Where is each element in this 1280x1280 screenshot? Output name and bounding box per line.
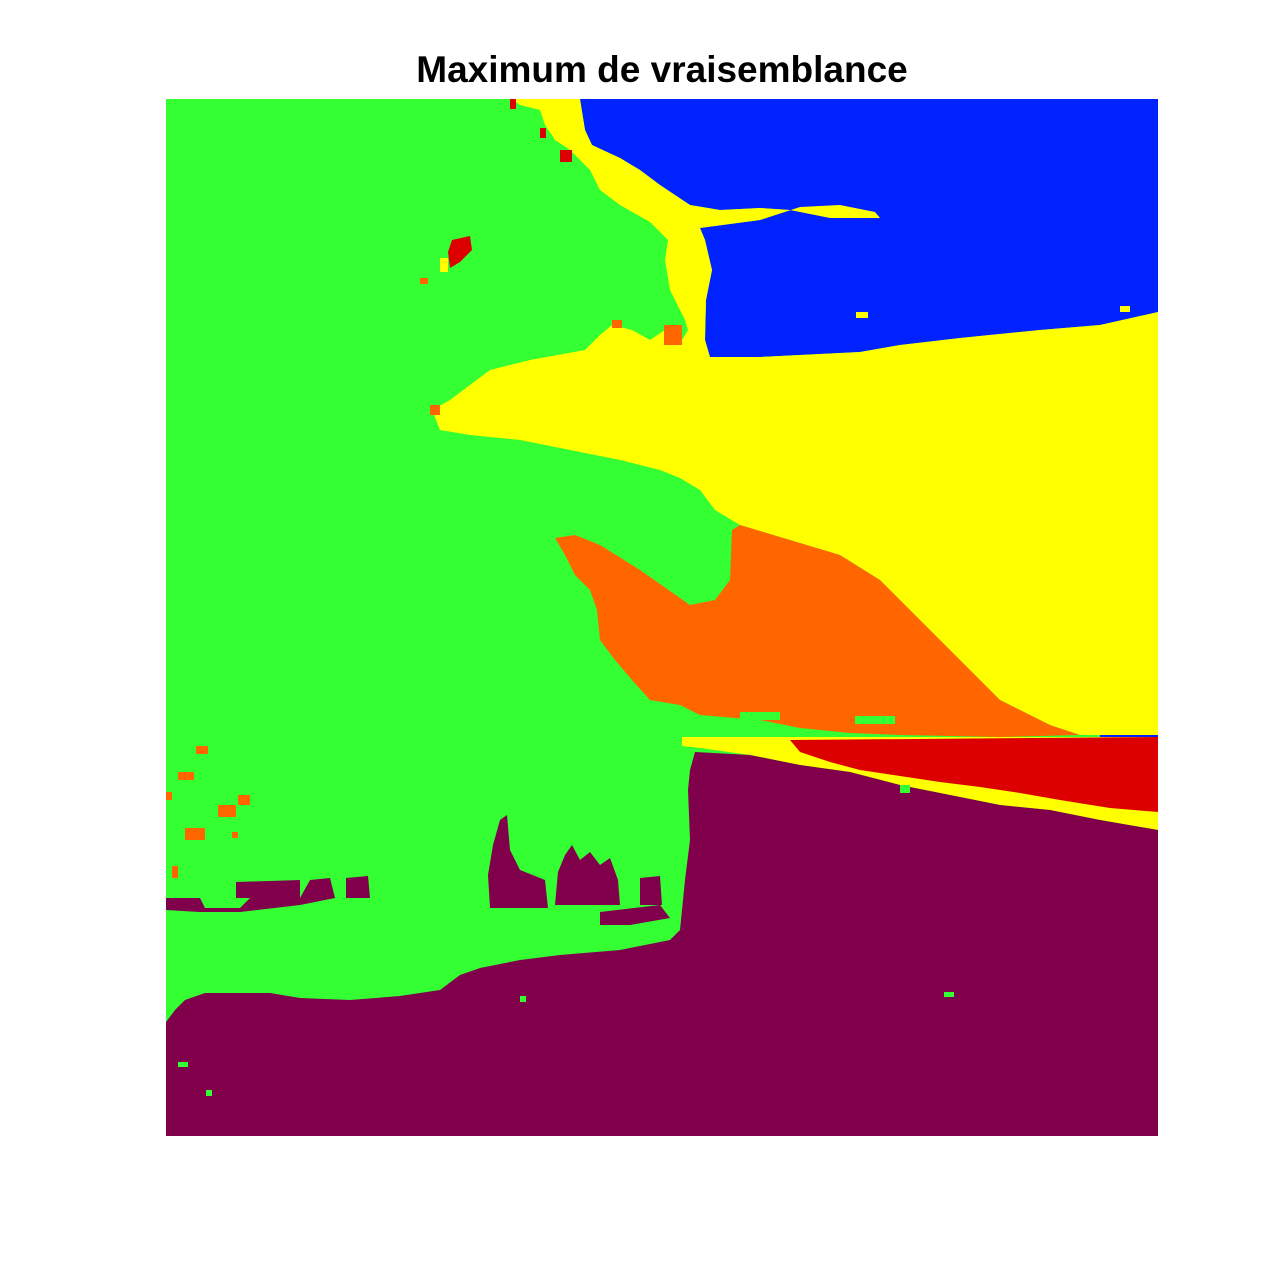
orange-region [420,278,428,284]
orange-region [664,325,682,345]
purple-region [166,878,335,912]
orange-region [238,795,250,805]
purple-region [600,905,670,925]
purple-region [555,845,620,905]
orange-region [166,792,172,800]
orange-region [430,405,440,415]
orange-region [178,772,194,780]
green-region [520,996,526,1002]
orange-region [172,866,178,878]
red-region [510,99,516,109]
green-region [178,1062,188,1067]
red-region [448,236,472,268]
red-region [560,150,572,162]
purple-region [166,752,1158,1136]
yellow-region [1120,306,1130,312]
green-region [944,992,954,997]
orange-region [232,832,238,838]
green-region [855,716,895,724]
orange-region [185,828,205,840]
classification-map [166,99,1158,1136]
orange-region [612,320,622,328]
purple-region [236,880,300,898]
red-region [540,128,546,138]
orange-region [218,805,236,817]
blue-region [580,99,1158,357]
orange-region [196,746,208,754]
yellow-region [856,312,868,318]
green-region [206,1090,212,1096]
green-region [740,712,780,720]
yellow-region [432,99,1158,735]
yellow-region [440,258,448,272]
chart-title: Maximum de vraisemblance [416,49,908,90]
red-region [790,737,1158,812]
purple-region [640,876,662,905]
green-region [900,785,910,793]
orange-region [555,525,1080,737]
purple-region [488,815,548,908]
purple-region [346,876,370,898]
